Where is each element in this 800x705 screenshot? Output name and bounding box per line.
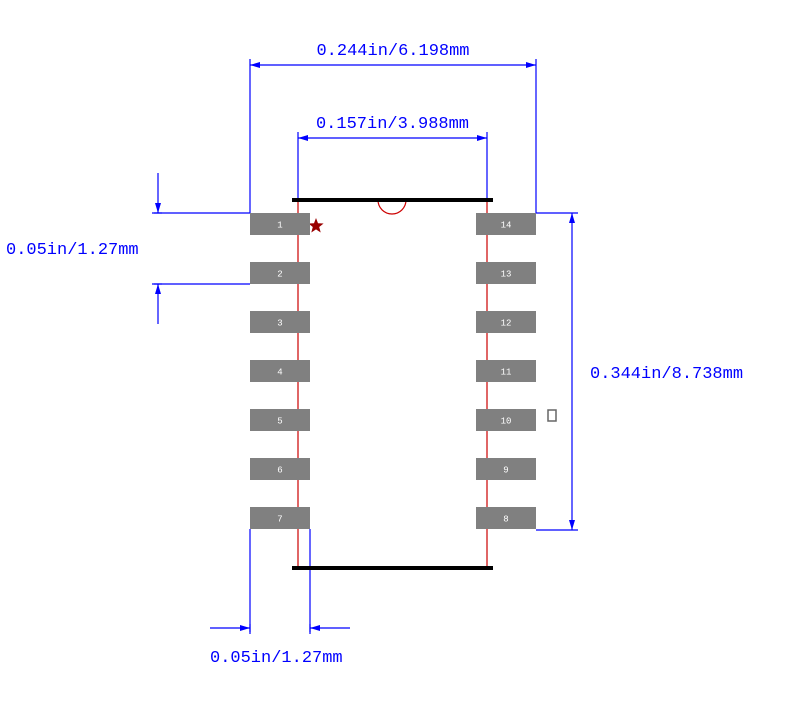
dim-top2-label: 0.157in/3.988mm (316, 115, 469, 134)
dimensions-layer: 0.244in/6.198mm 0.157in/3.988mm 0.05in/1.2… (6, 42, 743, 668)
pad-label: 3 (277, 318, 282, 328)
pad-4: 4 (250, 360, 310, 382)
dim-left-label: 0.05in/1.27mm (6, 241, 139, 260)
pad-label: 9 (503, 465, 508, 475)
pad-10: 10 (476, 409, 536, 431)
pad-7: 7 (250, 507, 310, 529)
pads-layer: 1234567141312111098 (250, 213, 536, 529)
dim-right-label: 0.344in/8.738mm (590, 365, 743, 384)
pad-5: 5 (250, 409, 310, 431)
pad-label: 2 (277, 269, 282, 279)
pad-label: 12 (501, 318, 512, 328)
pad-12: 12 (476, 311, 536, 333)
body-outline (298, 200, 487, 568)
pin1-marker-icon (308, 218, 323, 233)
pad-label: 10 (501, 416, 512, 426)
pad-label: 8 (503, 514, 508, 524)
pad-label: 6 (277, 465, 282, 475)
reference-mark (548, 410, 556, 421)
pad-14: 14 (476, 213, 536, 235)
dim-bottom-label: 0.05in/1.27mm (210, 649, 343, 668)
silkscreen-layer (292, 200, 493, 568)
pad-label: 13 (501, 269, 512, 279)
pad-label: 7 (277, 514, 282, 524)
pad-13: 13 (476, 262, 536, 284)
pad-9: 9 (476, 458, 536, 480)
pad-2: 2 (250, 262, 310, 284)
pad-11: 11 (476, 360, 536, 382)
pad-1: 1 (250, 213, 310, 235)
pad-label: 5 (277, 416, 282, 426)
pad-label: 1 (277, 220, 282, 230)
orientation-notch (378, 200, 406, 214)
pad-8: 8 (476, 507, 536, 529)
pad-label: 4 (277, 367, 282, 377)
pad-label: 11 (501, 367, 512, 377)
pad-label: 14 (501, 220, 512, 230)
pad-6: 6 (250, 458, 310, 480)
pad-3: 3 (250, 311, 310, 333)
dim-top1-label: 0.244in/6.198mm (316, 42, 469, 61)
